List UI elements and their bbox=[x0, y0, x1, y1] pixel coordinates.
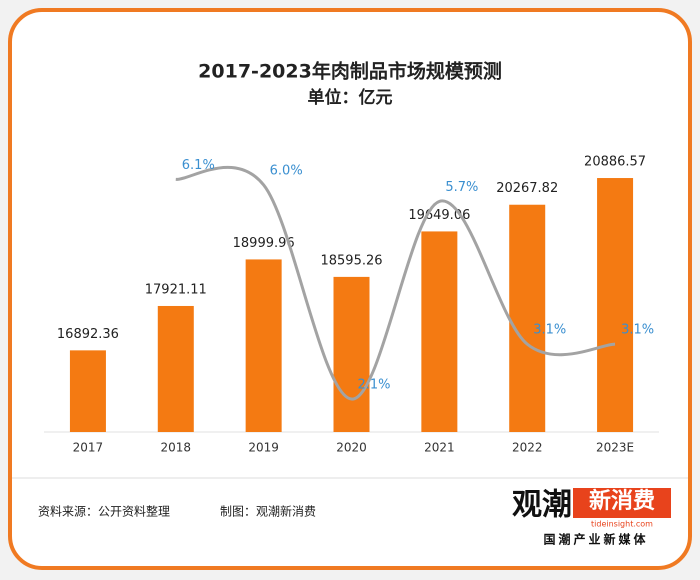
credit: 制图：观潮新消费 bbox=[220, 504, 316, 519]
source: 资料来源：公开资料整理 bbox=[38, 504, 170, 519]
bar-value-label: 16892.36 bbox=[57, 327, 119, 342]
bar bbox=[509, 204, 546, 432]
growth-line bbox=[175, 165, 616, 401]
logo-site: tideinsight.com bbox=[591, 520, 653, 529]
bar-value-label: 18595.26 bbox=[320, 253, 382, 268]
x-tick-label: 2020 bbox=[336, 441, 367, 455]
x-tick-label: 2018 bbox=[161, 441, 192, 455]
line-value-label: 6.1% bbox=[182, 158, 215, 173]
logo-badge bbox=[573, 488, 671, 518]
bar-value-label: 20886.57 bbox=[584, 155, 646, 170]
bar bbox=[157, 305, 194, 432]
logo-tagline: 国潮产业新媒体 bbox=[543, 532, 648, 547]
bar-value-label: 17921.11 bbox=[145, 282, 207, 297]
line-value-label: 3.1% bbox=[533, 323, 566, 338]
bar-value-label: 20267.82 bbox=[496, 181, 558, 196]
bar bbox=[69, 350, 106, 432]
bar-value-label: 18999.96 bbox=[233, 236, 295, 251]
x-tick-label: 2021 bbox=[424, 441, 455, 455]
x-tick-label: 2022 bbox=[512, 441, 543, 455]
line-value-label: 2.1% bbox=[358, 378, 391, 393]
line-value-label: 3.1% bbox=[621, 323, 654, 338]
bar bbox=[597, 178, 634, 432]
bar bbox=[333, 276, 370, 432]
chart-title: 2017-2023年肉制品市场规模预测 bbox=[198, 60, 502, 83]
x-tick-label: 2023E bbox=[596, 441, 634, 455]
bar bbox=[421, 231, 458, 432]
line-value-label: 6.0% bbox=[270, 163, 303, 178]
x-tick-label: 2019 bbox=[248, 441, 279, 455]
bar bbox=[245, 259, 282, 432]
logo-name-right: 新消费 bbox=[589, 488, 655, 514]
x-tick-label: 2017 bbox=[73, 441, 104, 455]
logo-name-left: 观潮 bbox=[512, 488, 572, 523]
chart-subtitle: 单位：亿元 bbox=[308, 87, 393, 108]
line-value-label: 5.7% bbox=[445, 180, 478, 195]
logo: 观潮 新消费 tideinsight.com 国潮产业新媒体 bbox=[512, 488, 671, 547]
